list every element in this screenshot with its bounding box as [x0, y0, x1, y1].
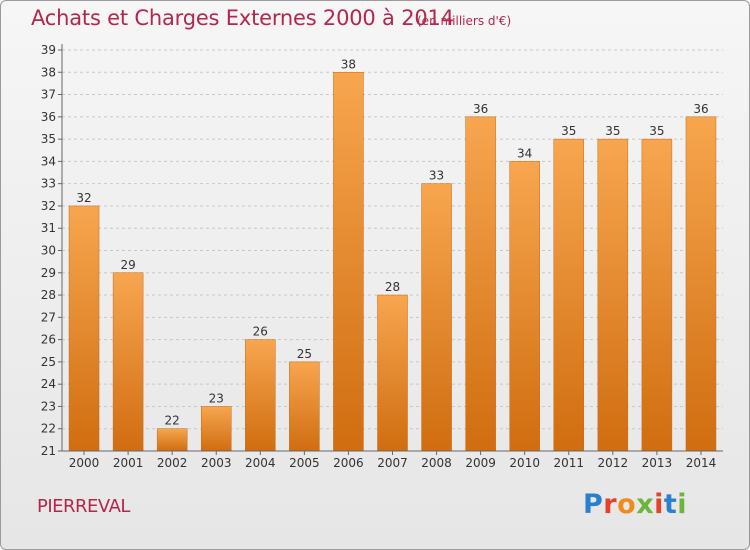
bar	[68, 205, 100, 452]
y-tick-label: 38	[41, 65, 56, 79]
axes	[58, 44, 723, 455]
bars	[68, 72, 717, 452]
bar	[553, 138, 585, 452]
y-tick-label: 26	[41, 333, 56, 347]
bar	[333, 72, 364, 452]
data-label: 35	[649, 124, 664, 138]
logo-letter: o	[617, 489, 637, 520]
y-tick-label: 29	[41, 266, 56, 280]
bar	[509, 161, 540, 452]
data-label: 35	[605, 124, 620, 138]
data-label: 36	[693, 102, 708, 116]
x-tick-label: 2013	[642, 456, 673, 470]
y-tick-label: 34	[41, 154, 56, 168]
bar	[156, 428, 188, 452]
bar	[421, 183, 452, 452]
data-label: 34	[517, 146, 532, 160]
logo-letter: x	[636, 489, 655, 520]
bar	[289, 361, 320, 452]
logo-letter: i	[677, 489, 688, 520]
y-tick-label: 33	[41, 177, 56, 191]
x-tick-label: 2003	[201, 456, 232, 470]
y-tick-label: 27	[41, 310, 56, 324]
data-label: 33	[429, 169, 444, 183]
bar	[200, 406, 232, 452]
data-label: 26	[253, 325, 268, 339]
y-tick-label: 31	[41, 221, 56, 235]
logo-letter: t	[663, 489, 678, 520]
proxiti-logo[interactable]: Proxiti	[583, 489, 687, 520]
y-tick-label: 32	[41, 199, 56, 213]
y-tick-label: 30	[41, 244, 56, 258]
y-tick-label: 23	[41, 399, 56, 413]
labels: 21 22 23 24 25 26 27 28 29 30 31 32 33 34 35 36 37 38 39 32…	[41, 43, 717, 470]
bar	[685, 116, 717, 452]
logo-letter: r	[603, 489, 618, 520]
bar	[641, 138, 673, 452]
y-tick-label: 24	[41, 377, 56, 391]
chart-subtitle: (en milliers d'€)	[417, 14, 512, 28]
chart-title: Achats et Charges Externes 2000 à 2014	[31, 6, 454, 30]
data-label: 25	[297, 347, 312, 361]
y-tick-label: 28	[41, 288, 56, 302]
x-tick-label: 2007	[377, 456, 408, 470]
y-tick-label: 22	[41, 422, 56, 436]
x-tick-label: 2014	[686, 456, 717, 470]
x-tick-label: 2001	[113, 456, 144, 470]
data-label: 22	[165, 414, 180, 428]
data-label: 35	[561, 124, 576, 138]
commune-name: PIERREVAL	[37, 496, 130, 517]
data-label: 23	[209, 391, 224, 405]
x-tick-label: 2009	[465, 456, 496, 470]
x-tick-label: 2006	[333, 456, 364, 470]
bar	[465, 116, 496, 452]
y-tick-label: 37	[41, 88, 56, 102]
data-label: 32	[76, 191, 91, 205]
bar	[377, 294, 408, 452]
x-tick-label: 2012	[598, 456, 629, 470]
data-label: 29	[120, 258, 135, 272]
x-tick-label: 2005	[289, 456, 320, 470]
bar	[245, 339, 276, 452]
logo-letter: P	[583, 489, 604, 520]
logo-letter: i	[654, 489, 664, 520]
data-label: 28	[385, 280, 400, 294]
y-tick-label: 35	[41, 132, 56, 146]
bar	[597, 138, 629, 452]
y-tick-label: 36	[41, 110, 56, 124]
x-tick-label: 2002	[157, 456, 188, 470]
x-tick-label: 2004	[245, 456, 276, 470]
x-tick-label: 2000	[69, 456, 100, 470]
y-tick-label: 39	[41, 43, 56, 57]
data-label: 38	[341, 57, 356, 71]
x-tick-label: 2008	[421, 456, 452, 470]
data-label: 36	[473, 102, 488, 116]
y-tick-label: 21	[41, 444, 56, 458]
x-tick-label: 2010	[509, 456, 540, 470]
x-tick-label: 2011	[553, 456, 584, 470]
bar	[112, 272, 144, 452]
y-tick-label: 25	[41, 355, 56, 369]
